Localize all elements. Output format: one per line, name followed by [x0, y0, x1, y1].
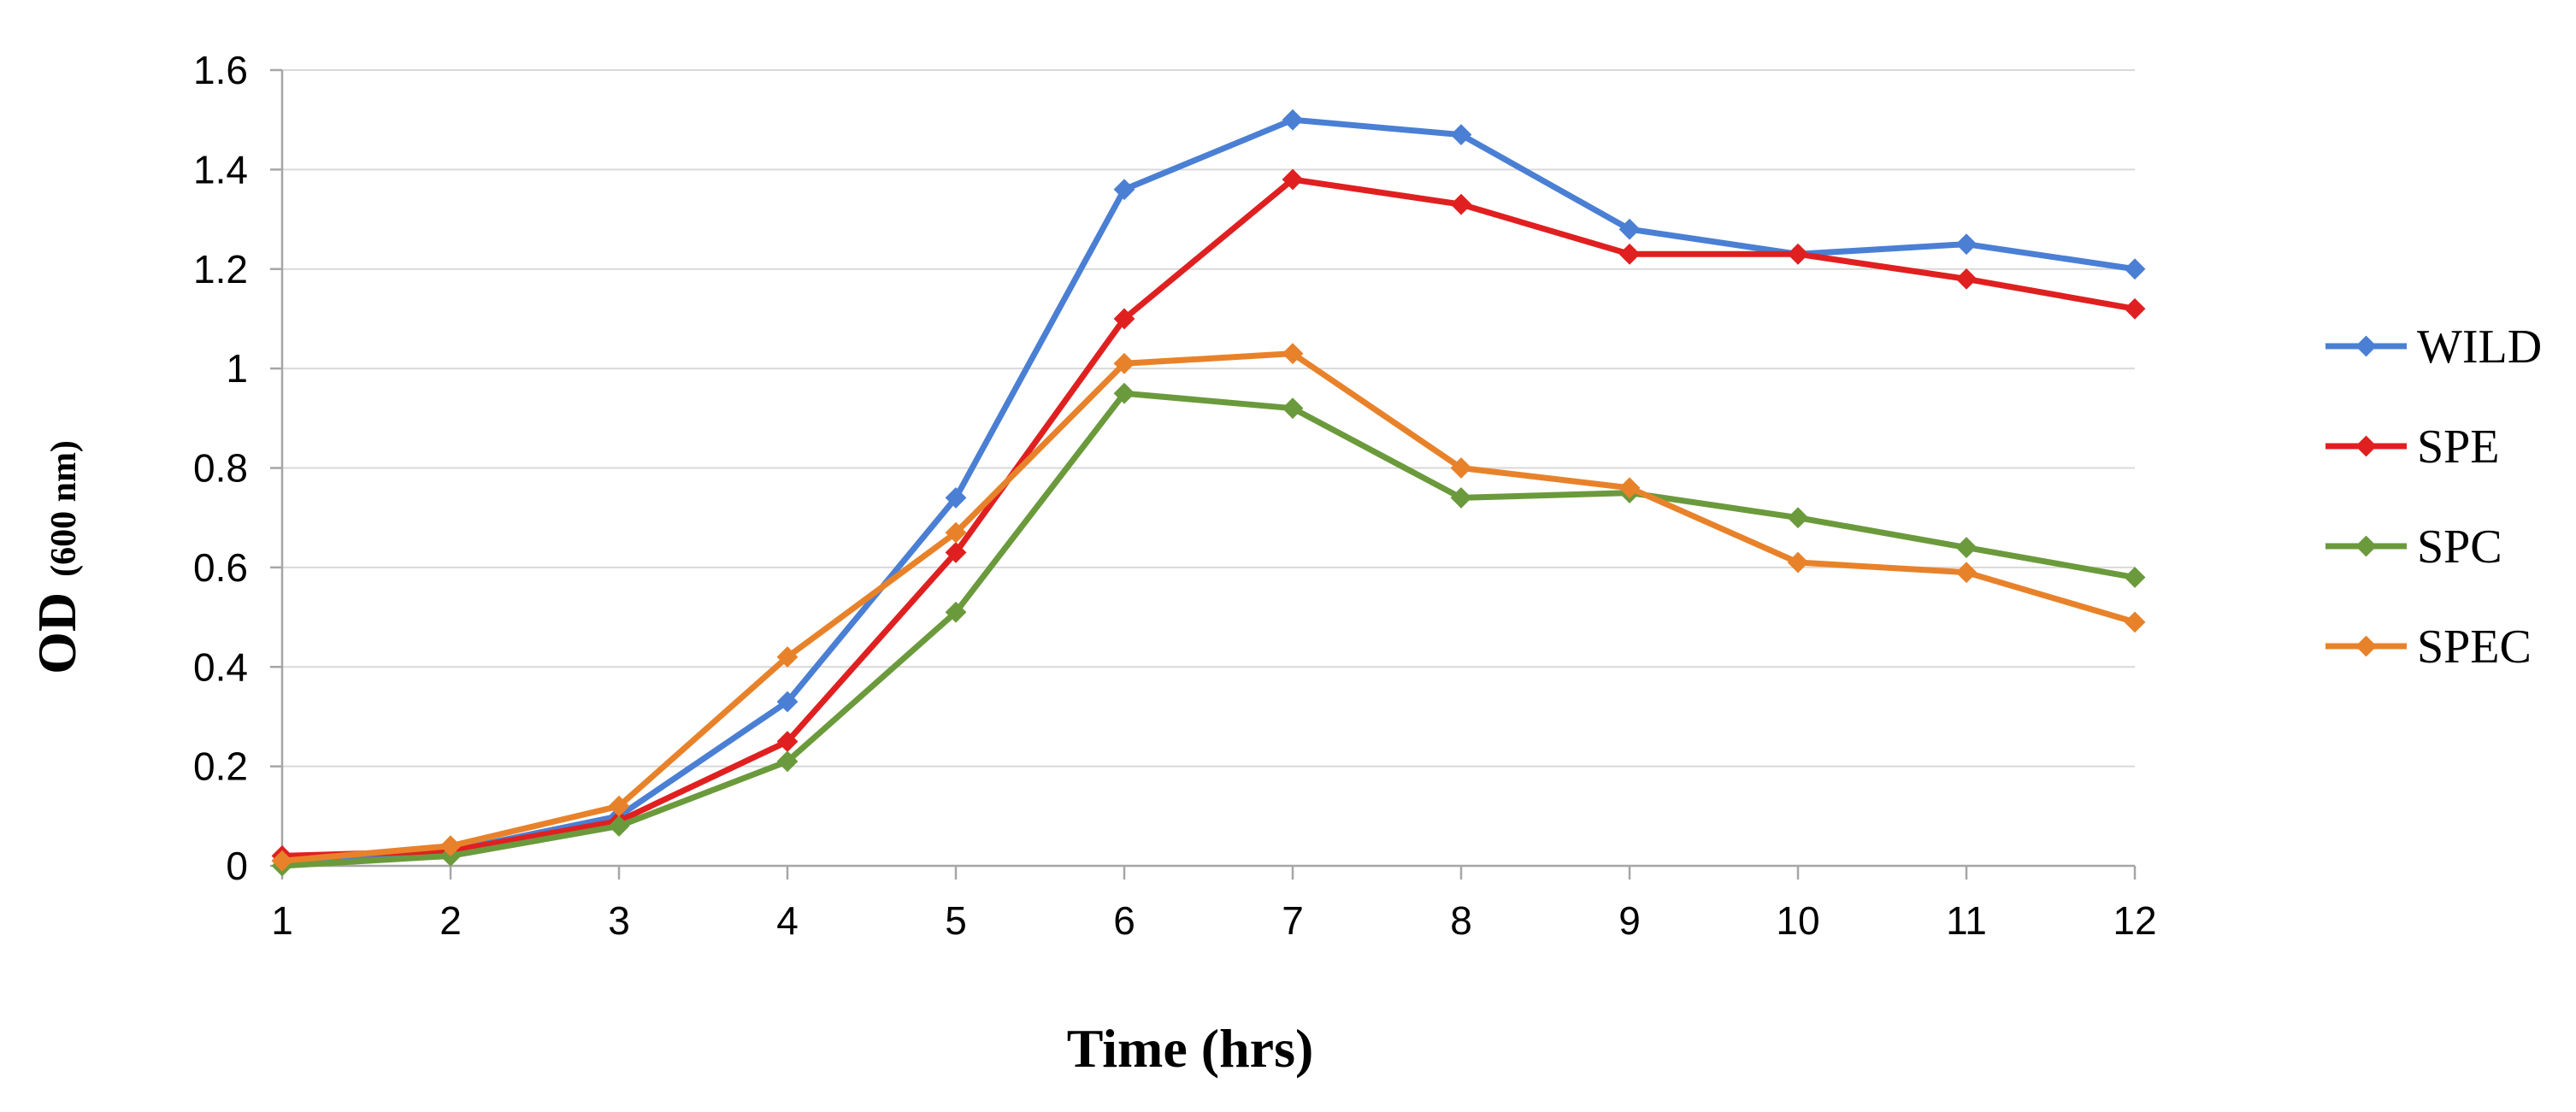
data-point-spec — [945, 521, 967, 544]
y-tick-label: 0.2 — [193, 744, 248, 789]
data-point-spe — [1113, 308, 1135, 330]
data-point-spe — [945, 542, 967, 563]
y-tick-labels: 0 0.2 0.4 0.6 0.8 1 1.2 1.4 1.6 — [193, 48, 248, 888]
legend-label-wild: WILD — [2417, 321, 2542, 374]
y-axis-title-main: OD — [27, 592, 87, 674]
data-point-spe — [1955, 268, 1978, 290]
x-tick-label: 7 — [1282, 898, 1304, 943]
legend-marker-spc — [2355, 535, 2377, 557]
y-tick-label: 1.6 — [193, 48, 248, 92]
data-point-wild — [2124, 258, 2146, 280]
data-point-spec — [1787, 551, 1809, 574]
x-tick-label: 5 — [945, 898, 967, 943]
data-point-spec — [439, 835, 462, 857]
x-axis-title: Time (hrs) — [1067, 1018, 1314, 1079]
x-tick-label: 8 — [1450, 898, 1472, 943]
legend-label-spec: SPEC — [2417, 621, 2532, 674]
legend-item-spc: SPC — [2325, 521, 2502, 574]
legend-item-spe: SPE — [2325, 421, 2500, 474]
y-tick-label: 0.4 — [193, 644, 248, 689]
data-point-spc — [1113, 382, 1135, 404]
data-point-spec — [271, 850, 293, 872]
data-point-spec — [2124, 611, 2146, 633]
data-point-spc — [1787, 507, 1809, 529]
data-point-wild — [1282, 109, 1304, 131]
x-tick-label: 9 — [1618, 898, 1641, 943]
x-tick-label: 1 — [271, 898, 293, 943]
series-spec — [271, 343, 2146, 872]
data-point-spc — [1282, 397, 1304, 420]
data-point-spc — [1955, 537, 1978, 559]
x-tick-label: 12 — [2113, 898, 2156, 943]
data-point-spec — [1955, 562, 1978, 584]
data-point-spe — [1450, 193, 1472, 215]
legend-marker-wild — [2355, 335, 2377, 357]
y-axis-title: OD (600 nm) — [27, 440, 87, 674]
data-point-spec — [1282, 343, 1304, 365]
legend-marker-spec — [2355, 635, 2377, 657]
y-tick-label: 0 — [226, 844, 248, 888]
legend-label-spe: SPE — [2417, 421, 2500, 474]
legend-item-wild: WILD — [2325, 321, 2542, 374]
y-tick-label: 0.8 — [193, 446, 248, 491]
data-point-wild — [776, 691, 799, 713]
legend-item-spec: SPEC — [2325, 621, 2532, 674]
data-point-spc — [776, 750, 799, 773]
gridlines — [282, 69, 2135, 768]
legend-marker-spe — [2355, 435, 2377, 457]
x-tick-label: 4 — [776, 898, 799, 943]
x-tick-label: 2 — [439, 898, 462, 943]
series-group — [271, 109, 2146, 877]
series-spe — [271, 168, 2146, 867]
series-line-spe — [279, 176, 2138, 859]
data-point-spc — [608, 815, 630, 837]
data-point-wild — [1113, 179, 1135, 201]
data-point-wild — [945, 486, 967, 509]
x-tick-label: 6 — [1113, 898, 1135, 943]
data-point-spe — [1282, 168, 1304, 191]
x-tick-label: 10 — [1776, 898, 1819, 943]
series-wild — [271, 109, 2146, 872]
axes — [270, 68, 2137, 880]
data-point-spe — [2124, 297, 2146, 320]
y-axis-title-sub: (600 nm) — [44, 440, 84, 577]
data-point-wild — [1450, 124, 1472, 146]
data-point-spec — [1618, 477, 1641, 499]
data-point-spec — [776, 646, 799, 668]
data-point-spc — [1450, 486, 1472, 509]
data-point-spe — [1618, 243, 1641, 265]
legend: WILD SPE SPC SPEC — [2325, 321, 2542, 674]
data-point-spec — [608, 795, 630, 817]
data-point-wild — [1955, 233, 1978, 256]
y-tick-label: 1.2 — [193, 247, 248, 291]
series-line-spc — [279, 390, 2138, 869]
y-tick-label: 0.6 — [193, 545, 248, 590]
x-tick-label: 11 — [1946, 898, 1987, 943]
data-point-wild — [1618, 218, 1641, 240]
x-tick-labels: 1 2 3 4 5 6 7 8 9 10 11 12 — [271, 898, 2156, 943]
series-line-wild — [279, 116, 2138, 864]
data-point-spc — [2124, 567, 2146, 588]
y-tick-label: 1.4 — [193, 147, 248, 191]
y-tick-label: 1 — [226, 346, 248, 391]
series-line-spec — [279, 350, 2138, 864]
legend-label-spc: SPC — [2417, 521, 2502, 574]
data-point-spc — [945, 601, 967, 623]
data-point-spec — [1113, 352, 1135, 374]
series-spc — [271, 382, 2146, 877]
data-point-spe — [1787, 243, 1809, 265]
data-point-spec — [1450, 457, 1472, 479]
x-tick-label: 3 — [608, 898, 630, 943]
